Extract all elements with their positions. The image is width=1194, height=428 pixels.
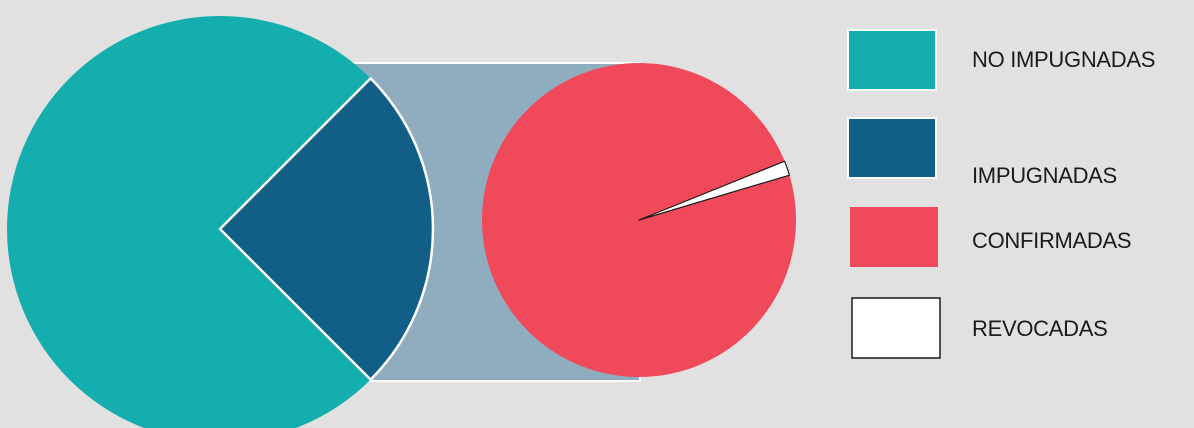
slice-revocadas: [638, 160, 791, 221]
slice-impugnadas: [218, 77, 435, 381]
main-pie: [7, 16, 435, 428]
legend-swatch-no-impugnadas: [847, 29, 937, 91]
legend-label-impugnadas: IMPUGNADAS: [972, 163, 1117, 188]
legend: NO IMPUGNADAS IMPUGNADAS CONFIRMADAS REV…: [847, 29, 1155, 359]
legend-label-confirmadas: CONFIRMADAS: [972, 228, 1131, 253]
legend-swatch-revocadas: [851, 297, 941, 359]
breakdown-pie: [482, 63, 797, 378]
legend-swatch-impugnadas: [847, 117, 937, 179]
legend-swatch-confirmadas: [850, 207, 938, 267]
legend-label-no-impugnadas: NO IMPUGNADAS: [972, 47, 1155, 72]
legend-label-revocadas: REVOCADAS: [972, 316, 1107, 341]
slice-no-impugnadas: [7, 16, 371, 428]
